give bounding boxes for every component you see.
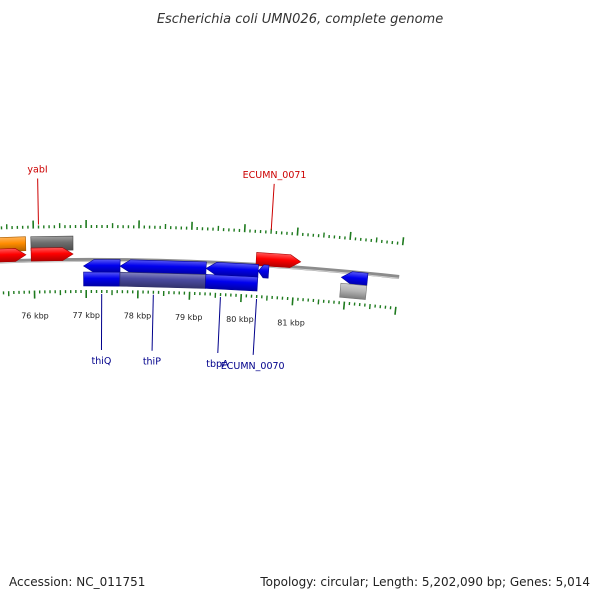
reverse-feature bbox=[83, 271, 121, 287]
scale-tick-label: 77 kbp bbox=[72, 311, 100, 320]
scale-tick-label: 78 kbp bbox=[124, 311, 152, 320]
leader-line bbox=[252, 298, 258, 355]
reverse-feature bbox=[257, 264, 270, 279]
scale-tick-label: 79 kbp bbox=[175, 313, 203, 322]
reverse-feature bbox=[340, 271, 369, 287]
forward-feature bbox=[255, 252, 302, 268]
forward-feature bbox=[0, 248, 27, 263]
gene-label-yabi: yabI bbox=[27, 164, 47, 175]
forward-feature bbox=[0, 236, 27, 252]
scale-tick bbox=[394, 306, 397, 315]
scale-tick bbox=[368, 304, 371, 310]
reverse-feature bbox=[339, 282, 368, 300]
scale-tick bbox=[342, 301, 346, 310]
gene-label-thiq: thiQ bbox=[91, 356, 111, 367]
scale-tick bbox=[401, 237, 405, 246]
reverse-feature bbox=[204, 274, 259, 292]
genome-summary-text: Topology: circular; Length: 5,202,090 bp… bbox=[259, 575, 590, 589]
scale-tick-label: 81 kbp bbox=[277, 318, 305, 327]
leader-line bbox=[37, 178, 39, 225]
scale-tick bbox=[349, 231, 352, 240]
scale-tick-label: 80 kbp bbox=[226, 315, 254, 324]
gene-label-tbpa: tbpA bbox=[206, 359, 229, 370]
scale-tick bbox=[375, 237, 378, 243]
scale-tick-label: 76 kbp bbox=[21, 312, 49, 321]
forward-feature bbox=[30, 247, 74, 262]
scale-tick bbox=[291, 297, 294, 306]
genome-backbone-highlight bbox=[0, 260, 400, 279]
gene-label-thip: thiP bbox=[143, 357, 161, 368]
reverse-feature bbox=[119, 271, 207, 289]
leader-line bbox=[270, 183, 275, 230]
leader-line bbox=[217, 297, 221, 354]
accession-text: Accession: NC_011751 bbox=[9, 575, 145, 589]
gene-label-ecumn_0070: ECUMN_0070 bbox=[221, 361, 285, 372]
gene-labels: araCyabIECUMN_0071araDaraAaraBthiQthiPtb… bbox=[27, 164, 307, 372]
leader-line bbox=[151, 294, 154, 351]
gene-label-ecumn_0071: ECUMN_0071 bbox=[243, 170, 307, 181]
feature-track bbox=[0, 235, 369, 300]
reverse-tick-row bbox=[2, 289, 397, 315]
map-title: Escherichia coli UMN026, complete genome bbox=[157, 12, 443, 27]
scale-tick bbox=[296, 227, 299, 236]
forward-tick-row bbox=[0, 219, 405, 246]
